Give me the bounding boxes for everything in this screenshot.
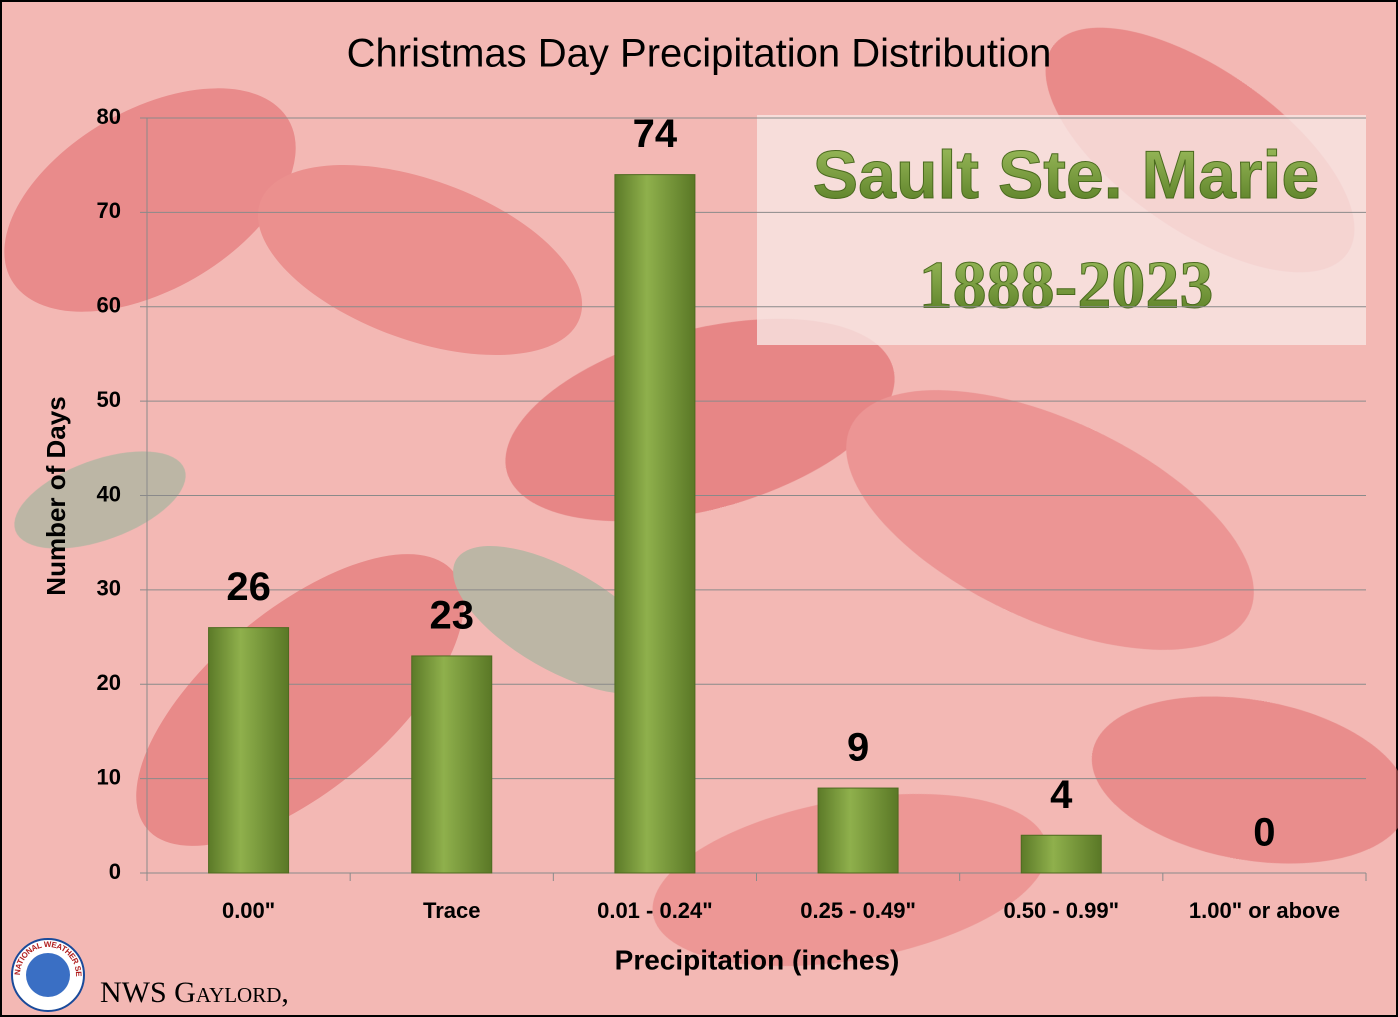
chart-title: Christmas Day Precipitation Distribution <box>347 32 1052 76</box>
x-tick-label: 0.00" <box>222 898 275 923</box>
x-tick-label: 0.50 - 0.99" <box>1003 898 1119 923</box>
data-label: 23 <box>430 594 475 638</box>
x-tick-label: 0.01 - 0.24" <box>597 898 713 923</box>
x-tick-label: 1.00" or above <box>1189 898 1340 923</box>
x-axis-label: Precipitation (inches) <box>615 944 900 975</box>
annotation: Sault Ste. Marie <box>813 137 1319 213</box>
y-tick-label: 40 <box>97 481 121 506</box>
y-axis-label: Number of Days <box>41 396 71 595</box>
data-label: 74 <box>633 112 678 156</box>
bar <box>1020 834 1102 874</box>
y-tick-label: 60 <box>97 293 121 318</box>
y-tick-label: 30 <box>97 576 121 601</box>
annotation: 1888-2023 <box>919 247 1214 323</box>
data-label: 4 <box>1050 773 1073 817</box>
bar <box>817 787 899 874</box>
logo-center <box>26 953 70 997</box>
y-tick-label: 0 <box>109 859 121 884</box>
footer: NWS Gaylord, <box>100 976 289 1009</box>
y-tick-label: 50 <box>97 387 121 412</box>
x-tick-label: 0.25 - 0.49" <box>800 898 916 923</box>
y-tick-label: 10 <box>97 764 121 789</box>
bar <box>614 174 696 874</box>
data-label: 9 <box>847 726 869 770</box>
data-label: 0 <box>1253 811 1275 855</box>
y-tick-label: 20 <box>97 670 121 695</box>
bar <box>411 655 493 874</box>
y-tick-label: 80 <box>97 104 121 129</box>
y-tick-label: 70 <box>97 198 121 223</box>
bar <box>208 627 290 874</box>
data-label: 26 <box>226 565 271 609</box>
x-tick-label: Trace <box>423 898 481 923</box>
